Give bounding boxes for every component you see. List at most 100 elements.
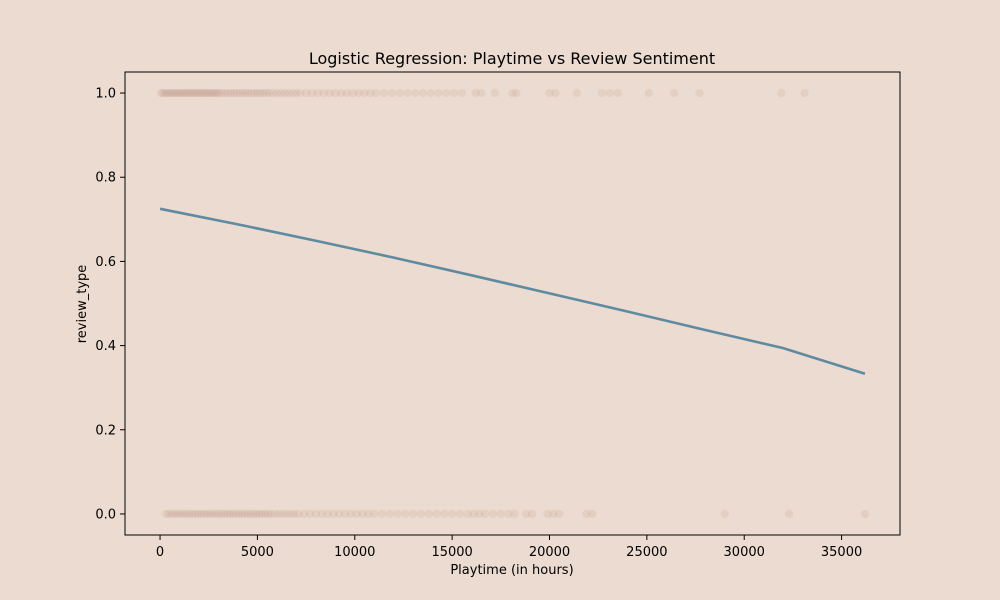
data-point <box>228 509 238 519</box>
data-point <box>224 88 233 98</box>
data-point <box>323 509 332 519</box>
data-point <box>449 88 459 98</box>
data-point <box>263 509 273 519</box>
data-point <box>352 509 361 519</box>
data-point <box>410 88 420 98</box>
data-point <box>170 509 179 519</box>
data-point <box>488 509 498 519</box>
data-point <box>471 88 480 98</box>
data-point <box>290 509 299 519</box>
axes-frame <box>124 71 901 536</box>
data-point <box>457 88 467 98</box>
data-point <box>264 88 274 98</box>
data-point <box>447 509 457 519</box>
data-point <box>173 509 182 519</box>
data-point <box>197 88 207 98</box>
data-point <box>555 509 564 519</box>
data-point <box>246 509 255 519</box>
plot-area <box>125 72 900 535</box>
data-point <box>572 88 581 98</box>
data-point <box>463 509 472 519</box>
y-tick-label: 0.6 <box>95 255 116 270</box>
data-point <box>258 509 267 519</box>
data-point <box>393 509 402 519</box>
x-tick-label: 15000 <box>431 545 472 560</box>
data-point <box>201 88 211 98</box>
data-point <box>370 509 379 519</box>
data-point <box>777 88 786 98</box>
data-point <box>185 509 194 519</box>
data-point <box>162 88 172 98</box>
data-point <box>481 509 490 519</box>
x-tick-label: 30000 <box>724 545 765 560</box>
data-point <box>346 509 356 519</box>
data-point <box>364 509 373 519</box>
data-point <box>549 509 558 519</box>
data-point <box>496 509 506 519</box>
data-point <box>238 88 248 98</box>
data-point <box>504 509 513 519</box>
x-tick-label: 10000 <box>334 545 375 560</box>
data-point <box>424 509 433 519</box>
data-point <box>366 88 375 98</box>
data-point <box>543 509 552 519</box>
data-point <box>253 88 262 98</box>
data-point <box>256 88 265 98</box>
data-point <box>156 88 166 98</box>
data-point <box>292 88 301 98</box>
data-point <box>186 88 195 98</box>
data-point <box>377 509 387 519</box>
data-point <box>294 509 303 519</box>
data-point <box>469 509 478 519</box>
data-point <box>340 509 350 519</box>
data-point <box>160 88 170 98</box>
data-point <box>276 88 285 98</box>
data-point <box>179 509 188 519</box>
data-point <box>237 509 247 519</box>
data-point <box>408 509 418 519</box>
data-point <box>329 509 338 519</box>
data-point <box>196 509 206 519</box>
data-point <box>336 88 346 98</box>
data-point <box>644 88 654 98</box>
data-point <box>307 88 317 98</box>
data-point <box>613 88 622 98</box>
data-point <box>266 509 276 519</box>
data-point <box>170 88 179 98</box>
data-point <box>296 88 305 98</box>
x-tick-label: 25000 <box>626 545 667 560</box>
data-point <box>211 88 220 98</box>
data-point <box>218 88 227 98</box>
data-point <box>259 88 268 98</box>
data-point <box>379 88 389 98</box>
data-point <box>187 88 197 98</box>
data-point <box>360 88 369 98</box>
data-point <box>214 509 223 519</box>
y-tick-label: 0.2 <box>95 423 116 438</box>
data-point <box>348 88 358 98</box>
data-point <box>358 509 367 519</box>
data-point <box>202 509 211 519</box>
data-point <box>229 88 239 98</box>
x-axis-label: Playtime (in hours) <box>450 563 573 578</box>
data-point <box>597 88 607 98</box>
axes: 0 5000 10000 15000 20000 25000 30000 35000 0.0 0.… <box>95 71 901 560</box>
data-point <box>164 88 174 98</box>
data-point <box>205 88 214 98</box>
data-point <box>401 509 410 519</box>
data-point <box>187 509 197 519</box>
data-point <box>342 88 352 98</box>
data-point <box>442 88 451 98</box>
data-point <box>800 88 809 98</box>
x-tick-label: 0 <box>156 545 164 560</box>
plot-background <box>125 72 900 535</box>
data-point <box>208 509 217 519</box>
data-point <box>191 88 201 98</box>
data-point <box>434 88 443 98</box>
data-point <box>403 88 412 98</box>
data-point <box>234 509 244 519</box>
data-point <box>252 509 261 519</box>
data-point <box>416 509 426 519</box>
data-point <box>317 509 326 519</box>
